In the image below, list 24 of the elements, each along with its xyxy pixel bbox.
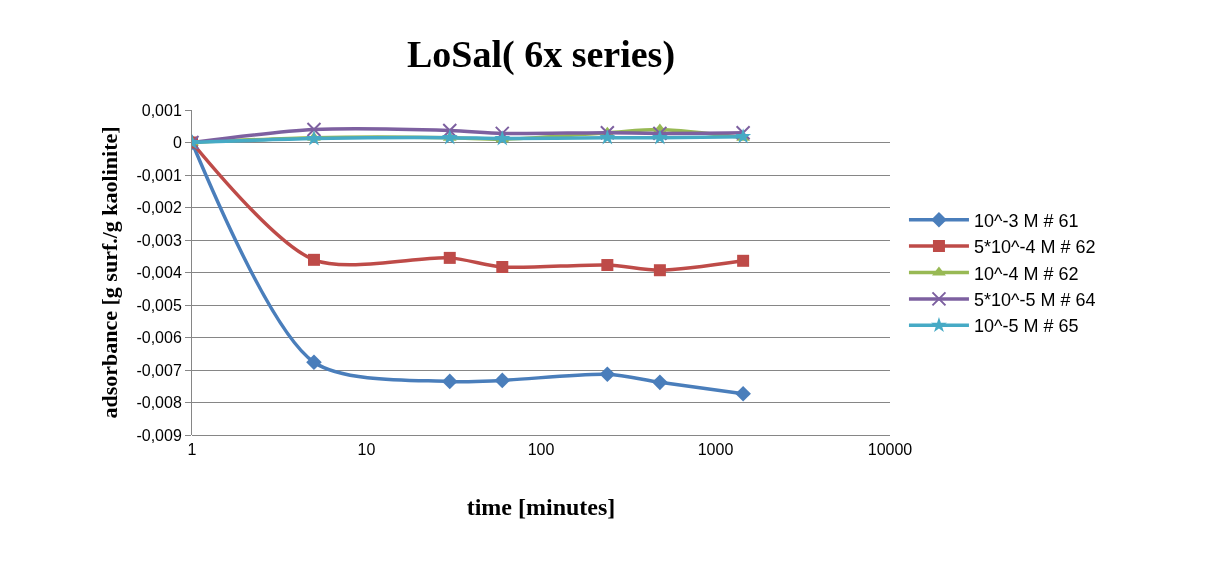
y-tick-label: -0,008: [136, 394, 182, 412]
x-tick-label: 10000: [867, 441, 913, 459]
chart-title: LoSal( 6x series): [406, 33, 676, 77]
y-tick-label: -0,004: [136, 264, 182, 282]
y-tick-label: -0,005: [136, 296, 182, 314]
legend-label: 10^-3 M # 61: [973, 210, 1079, 231]
legend-label: 5*10^-4 M # 62: [973, 237, 1096, 258]
y-axis-title: adsorbance [g surf./g kaolinite]: [97, 126, 123, 419]
legend-label: 10^-4 M # 62: [973, 263, 1079, 284]
x-tick-label: 10: [357, 441, 376, 459]
x-tick-label: 1000: [697, 441, 734, 459]
y-tick-label: -0,009: [136, 426, 182, 444]
legend-label: 5*10^-5 M # 64: [973, 289, 1096, 310]
x-tick-label: 1: [187, 441, 197, 459]
y-tick-label: -0,003: [136, 231, 182, 249]
y-tick-label: -0,002: [136, 199, 182, 217]
y-tick-label: -0,006: [136, 329, 182, 347]
x-axis-title: time [minutes]: [466, 493, 616, 520]
legend-label: 10^-5 M # 65: [973, 316, 1079, 337]
y-tick-label: 0,001: [141, 101, 182, 119]
y-tick-label: 0: [172, 134, 182, 152]
y-tick-label: -0,007: [136, 361, 182, 379]
y-tick-label: -0,001: [136, 166, 182, 184]
x-tick-label: 100: [527, 441, 555, 459]
